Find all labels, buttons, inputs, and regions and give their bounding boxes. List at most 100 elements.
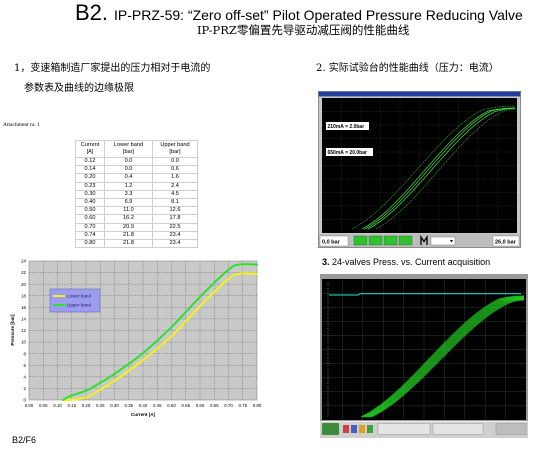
table-cell: 1.2: [104, 181, 153, 191]
supply-pressure-line: [329, 293, 521, 296]
table-cell: 21.8: [104, 230, 153, 241]
table-cell: 0.12: [75, 156, 105, 167]
table-cell: 12.6: [152, 206, 198, 216]
table-cell: 2.4: [152, 181, 198, 191]
table-cell: 0.60: [75, 214, 105, 224]
pressure-trace: [364, 107, 516, 230]
toolbar-button: [383, 235, 398, 246]
table-body: 0.12 0.0 0.0 0.14 0.0 0.6 0.20 0.4 1.6 0.23 1.2 2.4…: [75, 156, 198, 249]
y-tick-label: 4: [24, 374, 27, 379]
x-tick-label: 0.50: [167, 403, 176, 408]
acquisition-screenshot: [320, 274, 528, 438]
taskbar-app-icon: [343, 425, 349, 433]
taskbar-app-icon: [367, 425, 373, 433]
table-cell: 16.2: [104, 214, 153, 224]
pressure-trace: [370, 299, 525, 418]
y-tick-label: 2: [24, 386, 27, 391]
table-cell: 0.0: [104, 165, 153, 175]
x-tick-label: 0.45: [153, 403, 162, 408]
table-cell: 0.74: [75, 230, 105, 241]
x-tick-label: 0.35: [124, 403, 133, 408]
column-header-lower-band: Lower band [bar]: [104, 140, 153, 158]
column-header-unit: [bar]: [169, 149, 181, 155]
table-cell: 0.14: [75, 165, 105, 175]
x-tick-label: 0.60: [196, 403, 205, 408]
table-cell: 11.0: [104, 206, 153, 216]
band-limit-line: [375, 108, 516, 230]
section-1-heading-line-2: 参数表及曲线的边缘极限: [24, 83, 134, 94]
table-row: 0.40 6.9 8.1: [75, 198, 198, 208]
table-row: 0.50 11.0 12.6: [75, 206, 198, 216]
table-cell: 0.6: [152, 165, 198, 175]
table-cell: 0.4: [104, 173, 153, 183]
section-3-number: 3.: [322, 257, 330, 267]
table-row: 0.70 20.9 22.5: [75, 222, 198, 232]
table-header-row: Current [A] Lower band [bar] Upper band …: [75, 140, 198, 158]
y-tick-label: 10: [21, 340, 26, 345]
toolbar-button: [353, 235, 368, 246]
x-tick-label: 0.00: [25, 403, 34, 408]
legend-box: [49, 288, 101, 313]
page-footer-code: B2/F6: [12, 435, 37, 445]
system-tray: [495, 423, 527, 435]
x-tick-label: 0.25: [96, 403, 105, 408]
legend-label-upper-band: Upper band: [67, 303, 91, 308]
y-tick-label: 0: [24, 398, 27, 403]
table-cell: 3.3: [104, 189, 153, 200]
section-2-heading: 2. 实际试验台的性能曲线（压力：电流）: [316, 63, 499, 74]
table-cell: 0.50: [75, 206, 105, 216]
column-header-label: Current: [80, 142, 100, 149]
y-tick-label: 16: [21, 305, 26, 310]
x-tick-label: 0.80: [253, 403, 262, 408]
x-tick-label: 0.20: [82, 403, 91, 408]
table-row: 0.12 0.0 0.0: [75, 156, 198, 167]
table-cell: 0.70: [75, 222, 105, 232]
pressure-traces: [351, 105, 516, 230]
table-cell: 0.0: [152, 156, 198, 167]
start-button: [322, 423, 339, 435]
y-tick-label: 22: [21, 270, 26, 275]
y-tick-label: 24: [21, 259, 26, 264]
table-cell: 6.9: [104, 198, 153, 208]
toolbar-button: [398, 235, 413, 246]
column-header-label: Lower band: [113, 142, 144, 149]
taskbar-app-icon: [359, 425, 365, 433]
chart-series-lines: [62, 263, 258, 402]
table-row: 0.30 3.3 4.5: [75, 189, 198, 200]
table-cell: 20.9: [104, 222, 153, 232]
x-tick-label: 0.15: [67, 403, 76, 408]
table-cell: 0.20: [75, 173, 105, 183]
section-1-heading-line-1: 1，变速箱制造厂家提出的压力相对于电流的: [14, 63, 211, 74]
table-cell: 4.5: [152, 189, 198, 200]
pressure-trace: [367, 108, 516, 230]
x-tick-label: 0.10: [53, 403, 62, 408]
taskbar-app-icon: [351, 425, 357, 433]
column-header-unit: [A]: [86, 149, 94, 155]
section-3-text: 24-valves Press. vs. Current acquisition: [332, 257, 491, 267]
taskbar-task-button: [432, 423, 484, 435]
scale-min-box: [319, 235, 349, 247]
section-3-caption: 3. 24-valves Press. vs. Current acquisit…: [322, 256, 490, 268]
table-row: 0.14 0.0 0.6: [75, 165, 198, 175]
table-cell: 17.8: [152, 214, 198, 224]
table-cell: 8.1: [152, 198, 198, 208]
title-prefix: B2.: [75, 0, 109, 25]
toolbar-button: [368, 235, 383, 246]
pressure-trace: [361, 107, 516, 230]
m-icon: [420, 234, 428, 245]
x-tick-label: 0.55: [181, 403, 190, 408]
taskbar-task-button: [377, 423, 431, 435]
cursor-label-box: [326, 148, 373, 156]
table-cell: 0.30: [75, 189, 105, 200]
cursor-label-low-text: 210mA = 2.0bar: [328, 124, 365, 130]
cursor-label-box: [326, 122, 369, 130]
y-tick-label: 20: [21, 282, 26, 287]
table-cell: 23.4: [152, 239, 198, 249]
x-tick-label: 0.75: [238, 403, 247, 408]
column-header-unit: [bar]: [122, 149, 135, 155]
page-title: B2. IP-PRZ-59: “Zero off-set” Pilot Oper…: [75, 0, 523, 28]
column-header-label: Upper band: [160, 142, 190, 149]
x-tick-label: 0.05: [39, 403, 48, 408]
